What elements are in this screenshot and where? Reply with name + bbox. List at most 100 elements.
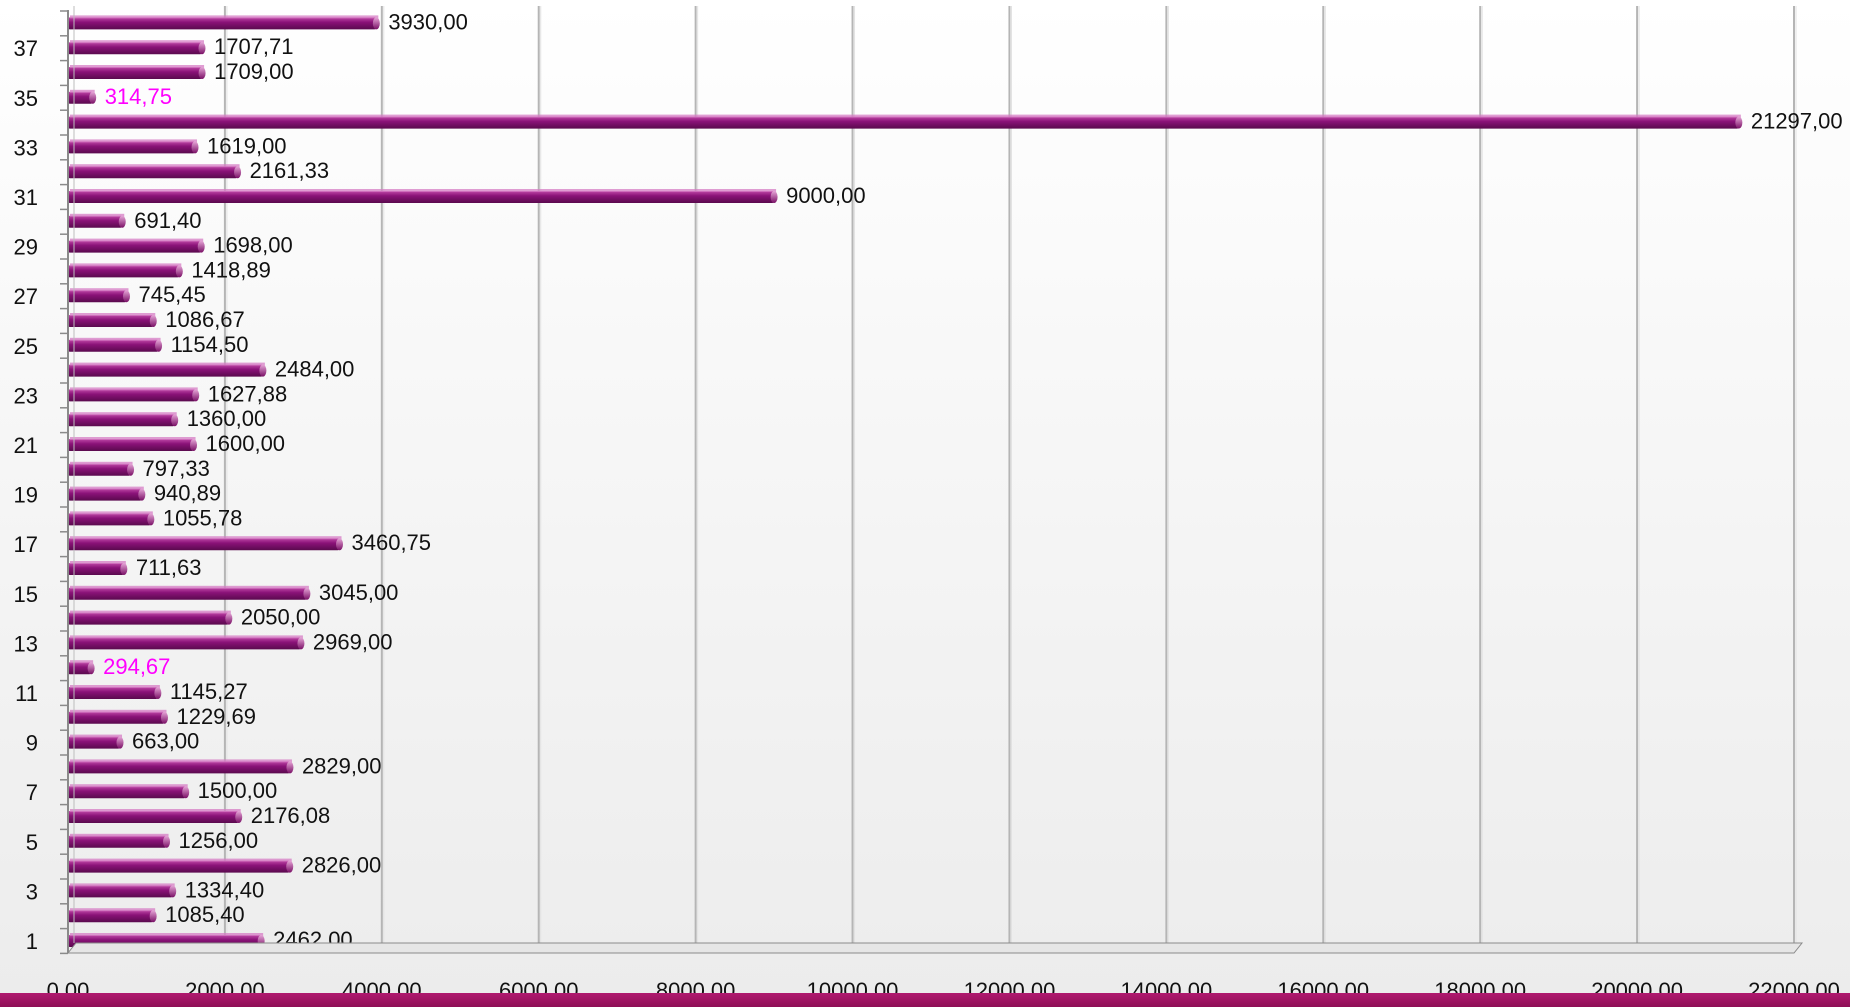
bar-cap [182,786,190,799]
data-label: 1709,00 [214,59,294,84]
bar-top [70,189,777,192]
bar [68,364,263,377]
bar-cap [336,538,344,551]
bar-cap [770,191,778,203]
bar-cap [198,67,206,79]
y-tick-label: 5 [26,830,38,855]
bar [68,612,229,625]
bar-cap [297,637,305,650]
data-label: 2484,00 [275,357,355,382]
bar-cap [127,463,135,476]
data-label: 3930,00 [388,9,468,34]
bar-cap [122,290,130,303]
bar-cap [286,761,294,774]
data-label: 1360,00 [187,406,267,431]
y-tick-label: 11 [15,681,38,706]
bar-cap [1735,116,1743,129]
bar [68,141,196,154]
data-label: 940,89 [154,481,221,506]
bar-cap [149,910,157,923]
bar [68,910,154,923]
bar [68,414,175,427]
data-label: 663,00 [132,729,199,754]
data-label: 1600,00 [206,431,286,456]
value-labels-layer: 2462,001085,401334,402826,001256,002176,… [103,9,1842,952]
data-label: 1055,78 [163,505,243,530]
bar [68,215,123,228]
bar [68,563,124,575]
axis-layer: 0,00 2000,00 4000,00 6000,00 8000,00 10000,00… [14,6,1840,1003]
bar-top [70,933,264,936]
data-label: 9000,00 [786,183,866,208]
bar-top [70,461,133,465]
data-label: 1334,40 [185,877,265,902]
bars-layer [68,15,1743,947]
bar-top [70,89,95,93]
data-label: 1707,71 [214,34,294,59]
bar [68,265,180,278]
bar-top [70,486,144,490]
y-tick-label: 15 [14,582,38,607]
bar-cap [155,339,163,352]
bar-top [70,709,167,713]
bar [68,91,93,104]
y-tick-label: 31 [14,185,38,210]
bar-top [70,759,292,763]
bar-cap [154,687,162,699]
data-label: 1619,00 [207,133,287,158]
bar [68,835,167,848]
data-label: 1086,67 [165,307,245,332]
bar [68,463,131,476]
data-label: 2161,33 [250,158,330,183]
bar-cap [160,711,168,724]
bar [68,811,239,823]
bar-top [70,238,204,242]
data-label: 1085,40 [165,902,245,927]
bar-top [70,809,241,812]
data-label: 1256,00 [179,828,259,853]
data-label: 711,63 [136,555,202,580]
bar-top [70,610,231,614]
bar [68,17,377,30]
y-tick-label: 3 [26,879,38,904]
bar-cap [191,141,199,154]
x-axis-floor [66,942,1804,954]
y-tick-label: 19 [14,483,38,508]
bar [68,191,775,203]
data-label: 2050,00 [241,605,321,630]
bar [68,637,301,650]
bar-cap [190,439,198,451]
bar-cap [138,488,146,501]
bar-cap [120,563,128,575]
bar-top [70,685,160,688]
bar-cap [235,811,243,823]
bar-top [70,536,342,540]
bar-top [70,387,198,391]
bar-top [70,263,182,267]
bar [68,786,186,799]
bar-top [70,114,1741,118]
bar-cap [175,265,183,278]
bar-cap [198,42,206,55]
bar [68,711,165,724]
bar-top [70,511,153,515]
bar-top [70,362,265,366]
bar-cap [192,389,200,402]
bar-cap [303,587,311,600]
bar-top [70,883,175,887]
data-label: 1500,00 [198,778,278,803]
data-label: 1418,89 [191,257,271,282]
data-label: 1698,00 [213,233,293,258]
bar [68,736,121,749]
bar [68,67,203,79]
data-label: 1145,27 [170,679,248,704]
bar-cap [286,860,294,873]
bar [68,240,202,253]
bar-top [70,635,303,639]
data-label: 691,40 [134,208,201,233]
bar [68,116,1739,129]
bar [68,339,159,352]
bar [68,761,290,774]
y-tick-label: 1 [26,929,38,954]
